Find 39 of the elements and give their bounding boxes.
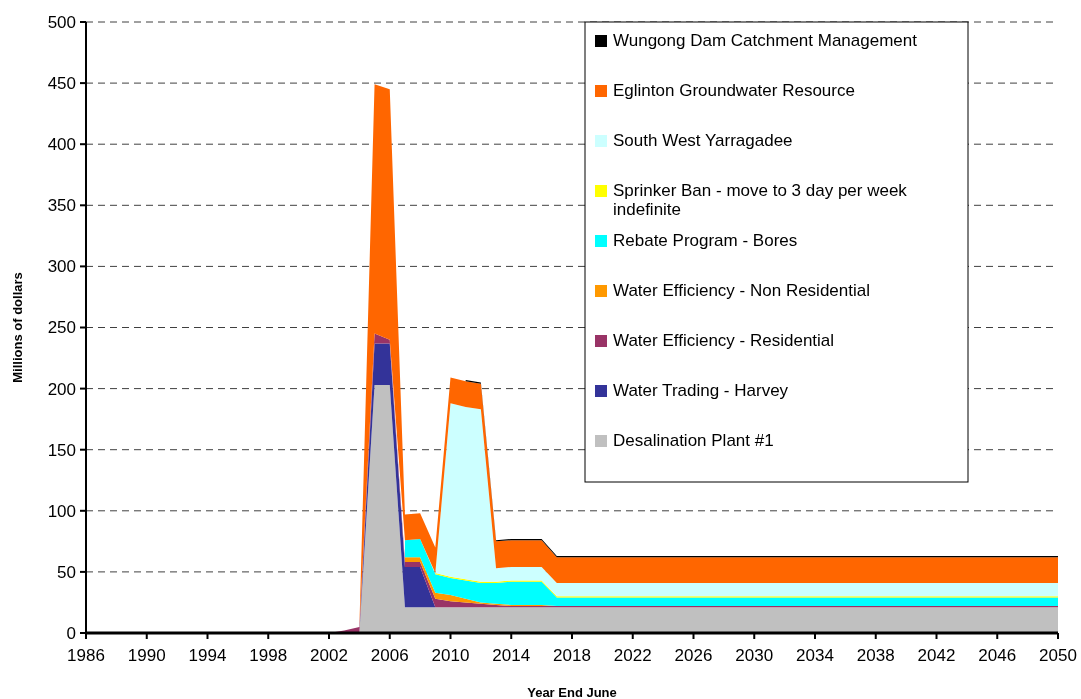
legend-label: Wungong Dam Catchment Management	[613, 31, 918, 50]
x-tick-label: 2014	[492, 646, 531, 665]
y-tick-label: 100	[47, 501, 76, 521]
x-tick-label: 2034	[796, 646, 834, 665]
legend-label: Water Trading - Harvey	[613, 381, 789, 400]
x-tick-label: 2046	[978, 646, 1017, 665]
x-tick-label: 2038	[856, 646, 895, 665]
legend-label: Water Efficiency - Non Residential	[613, 281, 870, 300]
x-tick-label: 2042	[917, 646, 956, 665]
y-tick-label: 400	[47, 135, 76, 155]
legend-label: Eglinton Groundwater Resource	[613, 81, 855, 100]
x-tick-label: 1990	[127, 646, 166, 665]
legend-label: Rebate Program - Bores	[613, 231, 798, 250]
y-tick-label: 250	[47, 318, 76, 338]
x-tick-label: 2026	[674, 646, 713, 665]
x-tick-label: 1986	[67, 646, 105, 665]
y-tick-label: 150	[47, 440, 76, 460]
x-tick-label: 1994	[188, 646, 227, 665]
legend-label: Desalination Plant #1	[613, 431, 774, 450]
y-tick-label: 350	[47, 196, 76, 216]
x-tick-label: 1998	[249, 646, 288, 665]
x-tick-label: 2002	[310, 646, 348, 665]
y-tick-label: 450	[47, 74, 76, 94]
y-tick-label: 500	[47, 12, 76, 32]
legend-label: Sprinker Ban - move to 3 day per week indefinite	[613, 181, 908, 219]
legend-label: South West Yarragadee	[613, 131, 793, 150]
x-tick-label: 2050	[1039, 646, 1077, 665]
legend-label: Water Efficiency - Residential	[613, 331, 835, 350]
x-tick-label: 2006	[370, 646, 409, 665]
x-tick-label: 2010	[431, 646, 470, 665]
x-tick-label: 2022	[613, 646, 652, 665]
y-tick-label: 200	[47, 379, 76, 399]
y-tick-label: 300	[47, 257, 76, 277]
x-axis-title: Year End June	[527, 685, 617, 699]
y-tick-label: 50	[57, 562, 76, 582]
y-tick-label: 0	[66, 623, 76, 643]
x-tick-label: 2018	[553, 646, 591, 665]
x-tick-label: 2030	[735, 646, 774, 665]
y-axis-title: Millions of dollars	[10, 272, 25, 383]
